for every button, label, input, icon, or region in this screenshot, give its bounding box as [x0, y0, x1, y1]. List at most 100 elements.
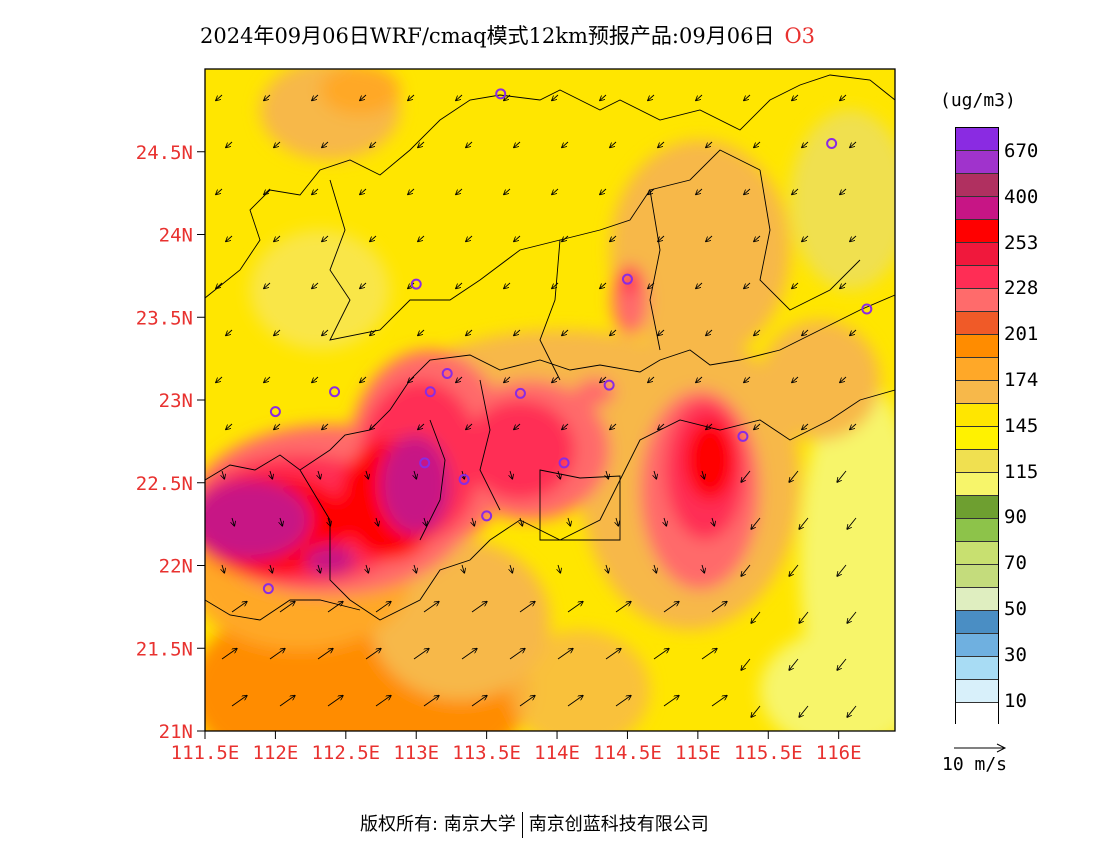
station-marker	[495, 88, 507, 100]
wind-arrow	[370, 235, 377, 241]
wind-arrow	[552, 376, 559, 382]
wind-arrow	[280, 517, 282, 526]
wind-arrow	[789, 470, 799, 482]
station-marker	[603, 379, 615, 391]
wind-arrow	[792, 94, 799, 100]
wind-reference: 10 m/s	[942, 740, 1012, 775]
wind-arrow	[840, 282, 847, 288]
wind-arrow	[418, 141, 425, 147]
wind-arrow	[279, 696, 295, 707]
wind-arrow	[847, 611, 857, 623]
wind-arrow	[510, 470, 512, 479]
wind-reference-label: 10 m/s	[942, 754, 1008, 775]
wind-arrow	[568, 517, 570, 526]
legend-swatch	[956, 703, 998, 726]
wind-arrow	[610, 423, 617, 429]
wind-arrow	[514, 329, 521, 335]
wind-arrow	[424, 517, 426, 526]
legend-label: 90	[1004, 506, 1027, 529]
wind-arrow	[562, 235, 569, 241]
wind-arrow	[423, 602, 439, 613]
legend-label: 670	[1004, 140, 1039, 162]
wind-arrow	[408, 188, 415, 194]
station-marker	[458, 473, 470, 485]
wind-arrow	[216, 94, 223, 100]
wind-arrow	[365, 649, 381, 660]
wind-arrow	[567, 602, 583, 613]
wind-arrow	[519, 696, 535, 707]
wind-arrow	[221, 649, 237, 660]
wind-arrow	[658, 423, 665, 429]
wind-arrow	[754, 423, 761, 429]
wind-arrow	[751, 517, 761, 529]
lat-label: 23.5N	[136, 307, 193, 329]
color-legend	[955, 127, 999, 726]
station-marker	[514, 387, 526, 399]
wind-arrow	[712, 517, 714, 526]
wind-arrow	[558, 564, 560, 573]
wind-arrow	[466, 423, 473, 429]
legend-label: 253	[1004, 231, 1039, 254]
legend-label: 201	[1004, 323, 1039, 346]
wind-arrow	[741, 470, 751, 482]
lat-label: 24.5N	[136, 142, 193, 164]
wind-arrow	[226, 235, 233, 241]
wind-arrow	[802, 235, 809, 241]
wind-arrow	[274, 423, 281, 429]
wind-arrow	[840, 188, 847, 194]
wind-arrow	[837, 564, 847, 576]
station-marker	[826, 137, 838, 149]
legend-swatch	[956, 496, 998, 519]
wind-arrow	[226, 329, 233, 335]
lat-label: 22.5N	[136, 473, 193, 495]
legend-swatch	[956, 335, 998, 358]
station-marker	[410, 278, 422, 290]
wind-arrow	[552, 282, 559, 288]
wind-arrow	[360, 282, 367, 288]
lon-label: 111.5E	[171, 742, 240, 764]
legend-swatch	[956, 588, 998, 611]
lon-label: 115.5E	[734, 742, 803, 764]
station-marker	[424, 386, 436, 398]
wind-arrow	[471, 602, 487, 613]
wind-arrow	[751, 611, 761, 623]
lon-label: 112.5E	[311, 742, 380, 764]
wind-arrow	[375, 696, 391, 707]
wind-arrow	[567, 696, 583, 707]
wind-arrow	[658, 235, 665, 241]
legend-swatch	[956, 404, 998, 427]
wind-arrow	[270, 564, 272, 573]
station-marker	[419, 457, 431, 469]
wind-arrow	[216, 376, 223, 382]
copyright-footer: 版权所有: 南京大学 南京创蓝科技有限公司	[360, 810, 709, 838]
wind-arrow	[799, 517, 809, 529]
wind-arrow	[264, 376, 271, 382]
wind-arrow	[264, 282, 271, 288]
wind-arrow	[802, 423, 809, 429]
wind-arrow	[466, 235, 473, 241]
wind-arrow	[514, 235, 521, 241]
wind-arrow	[615, 696, 631, 707]
wind-arrow	[653, 649, 669, 660]
wind-arrow	[274, 235, 281, 241]
wind-arrow	[461, 649, 477, 660]
legend-swatch	[956, 680, 998, 703]
wind-arrow	[418, 235, 425, 241]
legend-swatch	[956, 381, 998, 404]
wind-arrow	[664, 517, 666, 526]
wind-arrow	[792, 188, 799, 194]
wind-arrow	[654, 470, 656, 479]
legend-swatch	[956, 289, 998, 312]
station-marker	[269, 406, 281, 418]
legend-swatch	[956, 266, 998, 289]
lon-label: 114E	[534, 742, 580, 764]
wind-arrow	[850, 235, 857, 241]
wind-arrow	[414, 564, 416, 573]
wind-arrow	[312, 282, 319, 288]
wind-arrow	[318, 470, 320, 479]
wind-arrow	[360, 94, 367, 100]
wind-arrow	[706, 329, 713, 335]
wind-arrow	[456, 94, 463, 100]
wind-arrow	[312, 94, 319, 100]
